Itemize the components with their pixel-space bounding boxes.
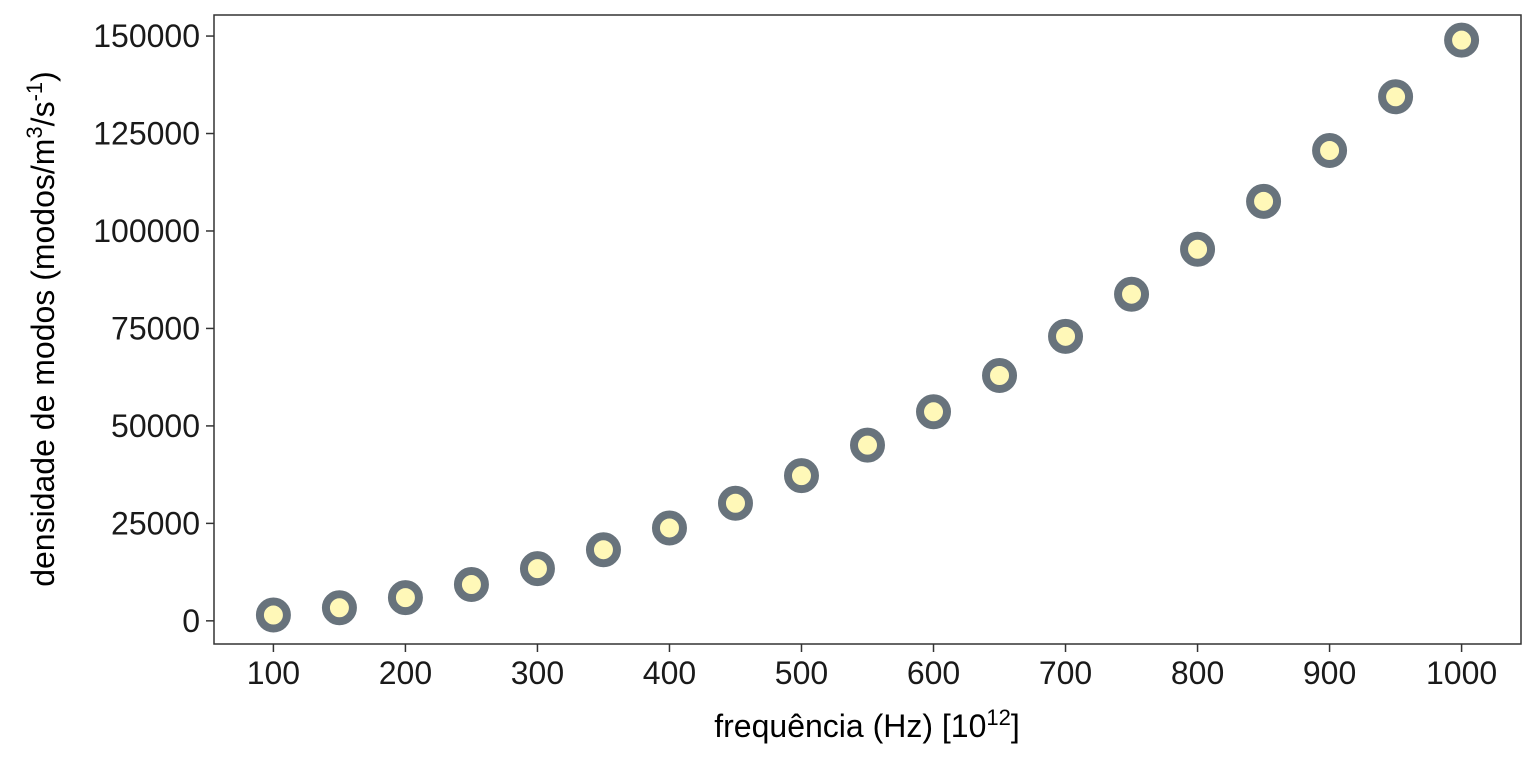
data-point — [1312, 133, 1348, 169]
data-point — [982, 358, 1018, 394]
data-point — [717, 485, 753, 521]
data-point — [850, 427, 885, 463]
x-tick-label: 500 — [775, 655, 828, 691]
data-point — [1114, 276, 1150, 312]
data-point — [453, 567, 489, 603]
data-point — [783, 458, 819, 494]
y-tick-label: 150000 — [93, 18, 200, 54]
data-point — [1246, 183, 1282, 219]
y-tick-label: 125000 — [93, 116, 200, 152]
data-point — [321, 590, 357, 626]
x-tick-label: 900 — [1303, 655, 1356, 691]
data-point — [1048, 318, 1084, 354]
y-tick-label: 100000 — [93, 213, 200, 249]
data-point — [916, 394, 952, 430]
x-tick-label: 300 — [511, 655, 564, 691]
x-tick-label: 400 — [643, 655, 696, 691]
x-tick-label: 800 — [1171, 655, 1224, 691]
data-point — [651, 510, 687, 546]
plot-panel — [213, 14, 1522, 645]
data-point — [1444, 22, 1480, 58]
y-axis-title: densidade de modos (modos/m3/s-1) — [22, 71, 61, 587]
data-point — [1180, 231, 1216, 267]
data-points — [255, 22, 1480, 633]
x-tick-label: 200 — [379, 655, 432, 691]
y-axis: 0 25000 50000 75000 100000 125000 150000 — [93, 18, 214, 639]
data-point — [387, 580, 423, 616]
data-point — [1378, 79, 1414, 115]
x-axis-title: frequência (Hz) [1012] — [714, 705, 1020, 744]
y-tick-label: 75000 — [111, 310, 200, 346]
y-tick-label: 50000 — [111, 408, 200, 444]
data-point — [585, 532, 621, 568]
y-tick-label: 0 — [182, 603, 200, 639]
y-tick-label: 25000 — [111, 505, 200, 541]
data-point — [255, 597, 291, 633]
data-point — [519, 551, 555, 587]
x-tick-label: 100 — [247, 655, 300, 691]
x-axis: 100 200 300 400 500 600 700 800 900 1000 — [247, 644, 1497, 691]
x-tick-label: 600 — [907, 655, 960, 691]
x-tick-label: 700 — [1039, 655, 1092, 691]
x-tick-label: 1000 — [1426, 655, 1497, 691]
